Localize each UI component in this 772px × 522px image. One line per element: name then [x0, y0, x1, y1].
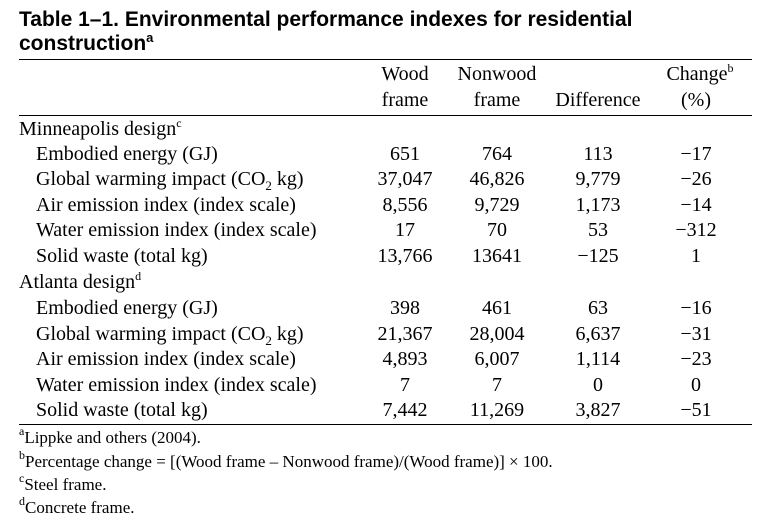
cell-nonwood: 6,007 [474, 348, 520, 370]
col-header-change-line1: Changeb [655, 62, 745, 86]
row-label-post: kg) [271, 168, 304, 190]
row-label: Solid waste (total kg) [36, 245, 208, 267]
col-header-nonwood-line1: Nonwood [457, 63, 537, 85]
cell-wood: 37,047 [377, 168, 433, 190]
cell-change: 1 [691, 245, 701, 267]
row-label-subscript: 2 [265, 178, 272, 193]
section-label-atlanta: Atlanta designd [19, 270, 141, 294]
cell-nonwood: 461 [482, 297, 512, 319]
cell-difference: 113 [583, 143, 613, 165]
cell-wood: 7 [400, 374, 410, 396]
col-header-nonwood-line2: frame [473, 89, 521, 111]
row-label: Solid waste (total kg) [36, 399, 208, 421]
cell-change: −14 [680, 194, 712, 216]
cell-difference: 1,173 [575, 194, 621, 216]
row-label-subscript: 2 [265, 333, 272, 348]
row-label: Embodied energy (GJ) [36, 143, 218, 165]
cell-change: −51 [680, 399, 712, 421]
col-header-difference: Difference [555, 89, 641, 111]
cell-wood: 8,556 [382, 194, 428, 216]
row-label-pre: Global warming impact (CO [36, 168, 266, 190]
footnote-text: Percentage change = [(Wood frame – Nonwo… [25, 452, 553, 471]
row-label: Air emission index (index scale) [36, 194, 296, 216]
cell-difference: 53 [588, 219, 608, 241]
footnote-text: Steel frame. [24, 475, 107, 494]
cell-wood: 651 [390, 143, 420, 165]
section-label-minneapolis: Minneapolis designc [19, 117, 182, 141]
section-footnote-mark: c [176, 116, 182, 130]
table-title-text: Table 1–1. Environmental performance ind… [19, 8, 633, 55]
cell-nonwood: 764 [482, 143, 512, 165]
section-label-text: Atlanta design [19, 271, 136, 293]
row-label: Water emission index (index scale) [36, 219, 317, 241]
footnote-mark: b [19, 448, 25, 462]
footnote-text: Lippke and others (2004). [24, 428, 201, 447]
cell-difference: 9,779 [575, 168, 621, 190]
header-rule [19, 115, 752, 116]
cell-wood: 21,367 [377, 323, 433, 345]
footnote-a: aLippke and others (2004). [19, 424, 201, 449]
footnote-d: dConcrete frame. [19, 494, 135, 519]
cell-wood: 17 [395, 219, 415, 241]
col-header-change-text: Change [666, 63, 728, 85]
cell-wood: 13,766 [377, 245, 433, 267]
footnote-text: Concrete frame. [25, 498, 135, 517]
cell-change: −26 [680, 168, 712, 190]
top-rule [19, 59, 752, 60]
cell-change: −16 [680, 297, 712, 319]
cell-difference: 63 [588, 297, 608, 319]
cell-change: −23 [680, 348, 712, 370]
cell-nonwood: 70 [487, 219, 507, 241]
cell-difference: 6,637 [575, 323, 621, 345]
cell-nonwood: 13641 [472, 245, 522, 267]
footnote-b: bPercentage change = [(Wood frame – Nonw… [19, 448, 553, 473]
cell-change: −17 [680, 143, 712, 165]
cell-change: −312 [675, 219, 717, 241]
table-title: Table 1–1. Environmental performance ind… [19, 8, 759, 56]
row-label: Global warming impact (CO2 kg) [36, 322, 304, 353]
col-header-wood-line2: frame [381, 89, 429, 111]
title-footnote-mark: a [146, 30, 154, 45]
cell-nonwood: 46,826 [469, 168, 525, 190]
section-label-text: Minneapolis design [19, 118, 177, 140]
footnote-mark: a [19, 424, 25, 438]
row-label: Water emission index (index scale) [36, 374, 317, 396]
footnote-mark: d [19, 494, 25, 508]
cell-nonwood: 28,004 [469, 323, 525, 345]
col-header-change-line2: (%) [681, 89, 711, 111]
row-label: Air emission index (index scale) [36, 348, 296, 370]
cell-difference: 0 [593, 374, 603, 396]
cell-difference: 1,114 [575, 348, 621, 370]
row-label-pre: Global warming impact (CO [36, 323, 266, 345]
row-label: Embodied energy (GJ) [36, 297, 218, 319]
row-label-post: kg) [271, 323, 304, 345]
cell-nonwood: 11,269 [469, 399, 525, 421]
section-footnote-mark: d [135, 269, 142, 283]
bottom-rule [19, 424, 752, 425]
cell-change: 0 [691, 374, 701, 396]
cell-nonwood: 9,729 [474, 194, 520, 216]
cell-difference: 3,827 [575, 399, 621, 421]
col-header-wood-line1: Wood [381, 63, 429, 85]
cell-change: −31 [680, 323, 712, 345]
cell-wood: 4,893 [382, 348, 428, 370]
change-footnote-mark: b [727, 61, 734, 75]
footnote-mark: c [19, 471, 25, 485]
cell-wood: 7,442 [382, 399, 428, 421]
row-label: Global warming impact (CO2 kg) [36, 167, 304, 198]
cell-nonwood: 7 [492, 374, 502, 396]
cell-wood: 398 [390, 297, 420, 319]
footnote-c: cSteel frame. [19, 471, 107, 496]
cell-difference: −125 [577, 245, 619, 267]
